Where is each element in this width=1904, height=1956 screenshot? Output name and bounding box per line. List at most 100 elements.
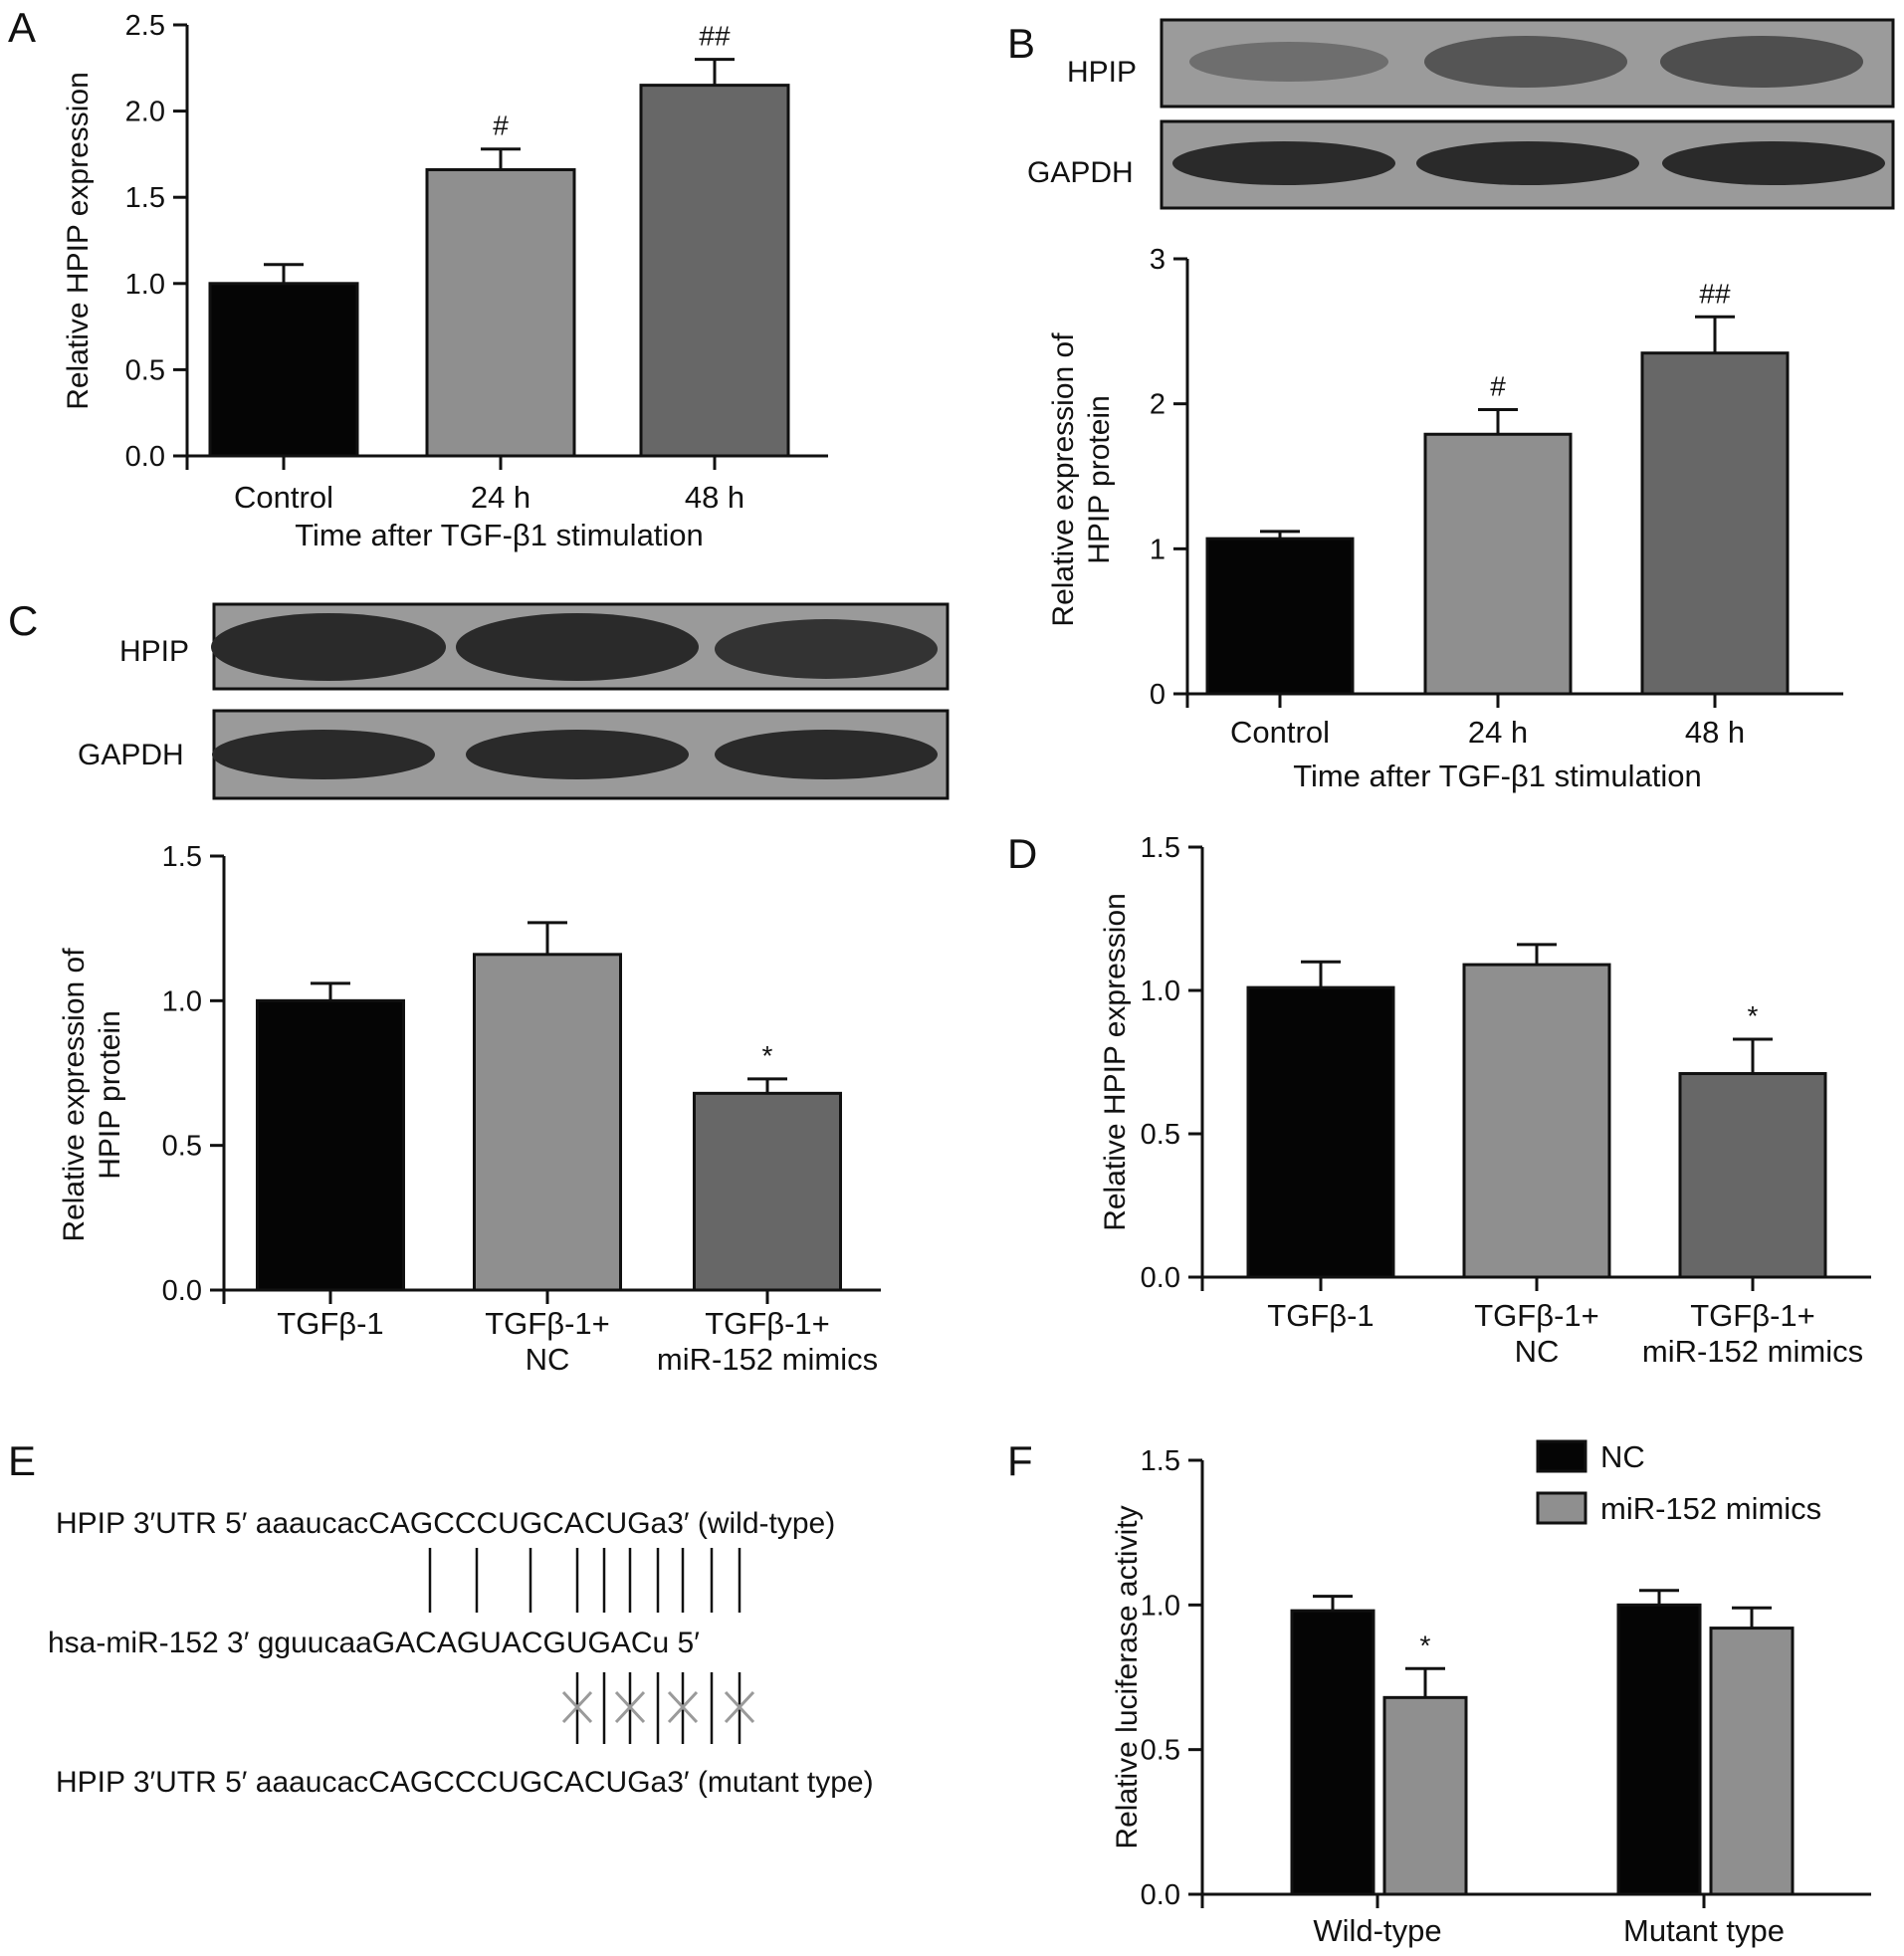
y-tick-label: 1.5 (1141, 1445, 1180, 1477)
mismatch-cross-icon (724, 1690, 755, 1724)
y-tick-label: 1.0 (1141, 976, 1180, 1007)
panel-label-a: A (8, 4, 36, 51)
bar (256, 998, 405, 1292)
legend-swatch (1536, 1439, 1587, 1473)
bar (1423, 432, 1573, 696)
bar (473, 953, 622, 1292)
x-category-label: 48 h (1685, 715, 1745, 750)
bar (1382, 1695, 1468, 1896)
mutant-sequence: HPIP 3′UTR 5′ aaaucacCAGCCCUGCACUGa3′ (m… (56, 1766, 874, 1799)
y-tick-label: 1.0 (1141, 1590, 1180, 1622)
bar (1616, 1603, 1702, 1896)
panel-label-e: E (8, 1437, 36, 1484)
blot-band (1424, 36, 1627, 88)
bar (1246, 985, 1395, 1279)
blot-band (715, 619, 938, 679)
x-category-label: TGFβ-1+ miR-152 mimics (1642, 1298, 1863, 1369)
y-tick-label: 1.5 (162, 841, 202, 873)
mismatch-crosses (561, 1690, 755, 1724)
blot-band (715, 730, 938, 779)
wild-type-pairing-lines (428, 1548, 741, 1613)
legend-swatch (1536, 1491, 1587, 1525)
panel-label-c: C (8, 597, 38, 644)
y-tick-label: 0.0 (162, 1275, 202, 1307)
y-axis-label: Relative expression of HPIP protein (58, 948, 126, 1242)
blot-band (1660, 36, 1863, 88)
y-tick-label: 1.0 (162, 985, 202, 1017)
blot-c-band-label-hpip: HPIP (119, 635, 189, 668)
x-category-label: Mutant type (1623, 1913, 1785, 1948)
x-category-label: TGFβ-1+ NC (485, 1306, 609, 1377)
legend-label: NC (1600, 1439, 1645, 1474)
significance-marker: ## (1699, 278, 1731, 309)
blot-b-band-label-hpip: HPIP (1067, 56, 1137, 89)
mismatch-cross-icon (667, 1690, 699, 1724)
y-tick-label: 0.5 (125, 354, 165, 386)
bar (425, 167, 576, 458)
panel-label-b: B (1007, 20, 1035, 67)
bar (1640, 351, 1790, 696)
y-tick-label: 1.5 (1141, 832, 1180, 864)
y-tick-label: 2.0 (125, 97, 165, 128)
y-tick-label: 0.0 (125, 441, 165, 473)
panel-label-d: D (1007, 830, 1037, 877)
chart-b: 0 1 2 3 Relative expression of HPIP protein Co… (1047, 244, 1843, 793)
legend-label: miR-152 mimics (1600, 1491, 1821, 1526)
blot-band (456, 613, 699, 681)
significance-marker: ## (699, 21, 731, 52)
y-axis-label: Relative expression of HPIP protein (1047, 332, 1116, 627)
y-tick-label: 0.5 (1141, 1735, 1180, 1767)
mutant-pairing-lines (575, 1672, 741, 1744)
mismatch-cross-icon (561, 1690, 593, 1724)
blot-b-band-label-gapdh: GAPDH (1027, 156, 1134, 189)
significance-marker: * (1748, 1000, 1759, 1031)
y-axis-label: Relative HPIP expression (62, 72, 95, 410)
x-category-label: TGFβ-1 (1267, 1298, 1374, 1333)
y-tick-label: 0.0 (1141, 1262, 1180, 1294)
y-tick-label: 0.5 (162, 1131, 202, 1163)
x-category-label: 24 h (1468, 715, 1528, 750)
bar (639, 84, 790, 458)
x-category-label: TGFβ-1+ miR-152 mimics (657, 1306, 878, 1377)
y-tick-label: 0.0 (1141, 1879, 1180, 1911)
x-axis-label: Time after TGF-β1 stimulation (1293, 759, 1702, 793)
blot-c-band-label-gapdh: GAPDH (78, 739, 184, 771)
x-category-label: TGFβ-1 (277, 1306, 383, 1341)
significance-marker: * (762, 1040, 773, 1071)
bar (1205, 537, 1355, 696)
x-category-label: 24 h (471, 480, 530, 515)
y-axis-label: Relative HPIP expression (1099, 893, 1132, 1231)
bar (693, 1091, 842, 1292)
x-axis-label: Time after TGF-β1 stimulation (295, 518, 704, 552)
panel-label-f: F (1007, 1437, 1033, 1484)
blot-band (211, 613, 446, 681)
western-blot-b: HPIP GAPDH (1027, 18, 1895, 210)
y-tick-label: 2.5 (125, 10, 165, 42)
x-category-label: 48 h (685, 480, 744, 515)
blot-band (466, 730, 689, 779)
sequence-alignment: HPIP 3′UTR 5′ aaaucacCAGCCCUGCACUGa3′ (w… (48, 1507, 874, 1799)
significance-marker: # (493, 110, 509, 141)
blot-band (1416, 141, 1639, 185)
bar (1290, 1609, 1375, 1896)
x-category-label: Control (234, 480, 333, 515)
bar (1709, 1627, 1795, 1896)
wild-type-sequence: HPIP 3′UTR 5′ aaaucacCAGCCCUGCACUGa3′ (w… (56, 1507, 835, 1540)
mirna-sequence: hsa-miR-152 3′ gguucaaGACAGUACGUGACu 5′ (48, 1627, 700, 1659)
y-tick-label: 1.0 (125, 269, 165, 301)
blot-band (212, 730, 435, 779)
y-tick-label: 3 (1150, 244, 1165, 276)
x-category-label: TGFβ-1+ NC (1474, 1298, 1598, 1369)
chart-a: 0.0 0.5 1.0 1.5 2.0 2.5 Relative HPIP expressi… (62, 10, 828, 552)
y-tick-label: 2 (1150, 389, 1165, 421)
chart-d: 0.0 0.5 1.0 1.5 Relative HPIP expression TGFβ… (1099, 832, 1871, 1369)
mismatch-cross-icon (614, 1690, 646, 1724)
western-blot-c: HPIP GAPDH (78, 602, 950, 800)
x-category-label: Control (1230, 715, 1330, 750)
x-category-label: Wild-type (1313, 1913, 1441, 1948)
y-tick-label: 1.5 (125, 182, 165, 214)
y-axis-label: Relative luciferase activity (1111, 1505, 1144, 1848)
blot-band (1172, 141, 1395, 185)
blot-band (1662, 141, 1885, 185)
chart-f: 0.0 0.5 1.0 1.5 Relative luciferase activity… (1111, 1439, 1871, 1948)
